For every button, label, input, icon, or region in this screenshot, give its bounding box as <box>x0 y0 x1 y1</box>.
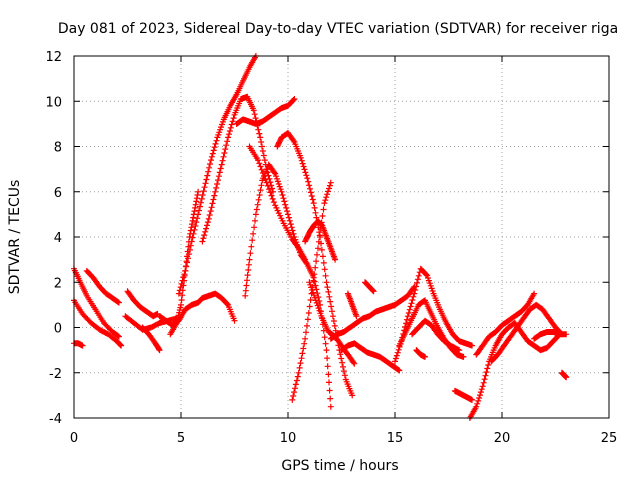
x-tick-label: 10 <box>280 431 297 446</box>
series-sat-e <box>124 288 161 320</box>
series-markers <box>451 387 475 403</box>
chart-title: Day 081 of 2023, Sidereal Day-to-day VTE… <box>58 21 618 37</box>
x-tick-label: 15 <box>387 431 404 446</box>
x-axis-ticks: 0 5 10 15 20 25 <box>70 56 617 446</box>
x-tick-label: 25 <box>601 431 618 446</box>
y-tick-label: 6 <box>54 186 62 201</box>
series-sat-g <box>139 324 163 354</box>
series-markers <box>175 53 259 297</box>
series-sat-v <box>362 279 377 295</box>
series-markers <box>83 267 122 306</box>
series-sat-ac <box>473 290 538 358</box>
series-markers <box>139 324 163 354</box>
x-tick-label: 20 <box>494 431 511 446</box>
y-tick-label: 10 <box>45 95 62 110</box>
series-markers <box>413 347 428 360</box>
series-sat-t <box>338 340 403 374</box>
series-sat-h <box>156 290 238 329</box>
series-markers <box>531 329 570 342</box>
series-markers <box>302 218 339 263</box>
series-sat-d <box>83 267 122 306</box>
series-markers <box>338 340 403 374</box>
series-sat-s <box>327 283 418 342</box>
series-markers <box>306 279 358 367</box>
y-tick-label: 2 <box>54 276 62 291</box>
x-tick-label: 5 <box>177 431 185 446</box>
series-sat-z <box>413 347 428 360</box>
series-sat-ae <box>531 329 570 342</box>
series-sat-aa <box>451 387 475 403</box>
series-sat-p <box>289 179 334 403</box>
y-axis-label: SDTVAR / TECUs <box>7 180 23 295</box>
series-markers <box>327 283 418 342</box>
series-sat-r <box>306 279 358 367</box>
series-sat-u <box>344 290 360 320</box>
y-axis-ticks: -4 -2 0 2 4 6 8 10 12 <box>45 50 609 427</box>
series-sat-l <box>233 96 298 127</box>
y-tick-label: -2 <box>49 367 62 382</box>
series-markers <box>274 129 356 399</box>
series-sat-ab <box>466 320 563 421</box>
x-tick-label: 0 <box>70 431 78 446</box>
series-sat-c <box>71 340 86 349</box>
series-markers <box>233 96 298 127</box>
series-markers <box>466 320 563 421</box>
series-markers <box>473 290 538 358</box>
y-tick-label: 8 <box>54 141 62 156</box>
series-sat-o <box>274 129 356 399</box>
x-axis-label: GPS time / hours <box>281 458 398 474</box>
series-markers <box>488 301 565 365</box>
series-markers <box>246 143 309 263</box>
series-sat-ad <box>488 301 565 365</box>
series-markers <box>289 179 334 403</box>
series-markers <box>558 369 570 381</box>
series-sat-af <box>558 369 570 381</box>
series-sat-q <box>302 218 339 263</box>
data-series-layer <box>71 53 570 421</box>
grid-lines <box>74 56 609 418</box>
series-sat-j <box>175 53 259 297</box>
series-markers <box>362 279 377 295</box>
series-sat-n <box>246 143 309 263</box>
y-tick-label: 4 <box>54 231 62 246</box>
series-markers <box>71 340 86 349</box>
y-tick-label: -4 <box>49 412 62 427</box>
series-markers <box>124 288 161 320</box>
y-tick-label: 0 <box>54 322 62 337</box>
series-markers <box>409 317 463 354</box>
series-sat-y <box>409 317 463 354</box>
y-tick-label: 12 <box>45 50 62 65</box>
series-markers <box>156 290 238 329</box>
series-markers <box>344 290 360 320</box>
